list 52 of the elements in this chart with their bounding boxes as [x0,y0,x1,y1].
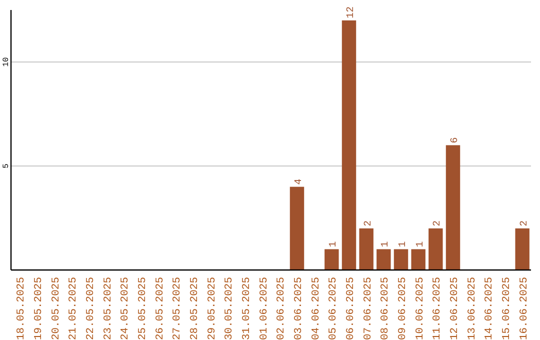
data-label: 1 [398,241,409,248]
x-tick-label: 19.05.2025 [33,277,45,340]
x-tick-label: 21.05.2025 [68,277,80,340]
data-label: 4 [294,178,305,185]
bar [359,228,374,270]
bar [324,249,339,270]
x-tick-label: 16.06.2025 [518,277,530,340]
x-tick-label: 15.06.2025 [501,277,513,340]
data-label: 1 [415,241,426,248]
x-tick-label: 05.06.2025 [328,277,340,340]
x-tick-label: 22.05.2025 [85,277,97,340]
x-tick-label: 12.06.2025 [449,277,461,340]
data-label: 2 [363,220,374,226]
x-tick-label: 01.06.2025 [258,277,270,340]
x-tick-label: 26.05.2025 [154,277,166,340]
x-tick-label: 23.05.2025 [102,277,114,340]
x-tick-label: 10.06.2025 [414,277,426,340]
bar [342,20,356,270]
x-tick-label: 06.06.2025 [345,277,357,340]
x-tick-label: 27.05.2025 [172,277,184,340]
data-label: 1 [380,241,392,248]
bar [394,249,408,270]
x-tick-label: 13.06.2025 [466,277,478,340]
data-label: 12 [346,6,357,18]
x-tick-label: 08.06.2025 [380,277,392,340]
x-tick-label: 25.05.2025 [137,277,149,340]
x-tick-label: 04.06.2025 [310,277,322,340]
x-tick-label: 09.06.2025 [397,277,409,340]
x-tick-label: 18.05.2025 [16,277,28,340]
x-tick-label: 03.06.2025 [293,277,305,340]
bar [376,249,391,270]
x-tick-label: 29.05.2025 [206,277,218,340]
x-tick-label: 24.05.2025 [120,277,132,340]
x-tick-label: 30.05.2025 [224,277,236,340]
x-tick-label: 02.06.2025 [276,277,288,340]
bar [446,145,460,270]
bar [411,249,426,270]
bar [290,186,304,270]
y-tick-label: 5 [2,163,11,168]
x-tick-label: 11.06.2025 [432,277,444,340]
bar [428,228,443,270]
x-tick-label: 07.06.2025 [362,277,374,340]
x-tick-label: 31.05.2025 [241,277,253,340]
data-label: 1 [328,241,340,248]
data-label: 2 [432,220,444,226]
x-tick-label: 28.05.2025 [189,277,201,340]
x-tick-label: 14.06.2025 [484,277,496,340]
data-label: 2 [519,220,530,226]
data-label: 6 [450,137,461,144]
bar [515,228,530,270]
x-tick-label: 20.05.2025 [50,277,62,340]
y-tick-label: 10 [2,57,11,67]
